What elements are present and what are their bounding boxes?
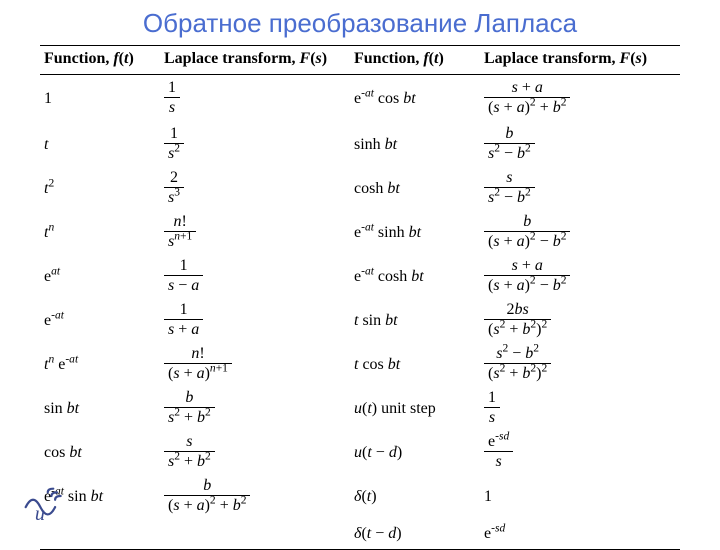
institution-logo-icon: u bbox=[22, 485, 68, 522]
page-title: Обратное преобразование Лапласа bbox=[40, 8, 680, 39]
table-row: e-at 1s + a t sin bt 2bs(s2 + b2)2 bbox=[40, 299, 680, 343]
table-row: e-at sin bt b(s + a)2 + b2 δ(t) 1 bbox=[40, 475, 680, 519]
th-F1: Laplace transform, F(s) bbox=[160, 46, 350, 75]
bottom-rule bbox=[40, 549, 680, 550]
table-row: eat 1s − a e-at cosh bt s + a(s + a)2 − … bbox=[40, 255, 680, 299]
table-row: cos bt ss2 + b2 u(t − d) e-sds bbox=[40, 431, 680, 475]
svg-text:u: u bbox=[35, 503, 45, 522]
table-row: tn n!sn+1 e-at sinh bt b(s + a)2 − b2 bbox=[40, 211, 680, 255]
table-row: δ(t − d) e-sd bbox=[40, 519, 680, 549]
table-row: sin bt bs2 + b2 u(t) unit step 1s bbox=[40, 387, 680, 431]
table-row: t 1s2 sinh bt bs2 − b2 bbox=[40, 123, 680, 167]
th-F2: Laplace transform, F(s) bbox=[480, 46, 680, 75]
th-f2: Function, f(t) bbox=[350, 46, 480, 75]
laplace-table: Function, f(t) Laplace transform, F(s) F… bbox=[40, 46, 680, 549]
table-row: 1 1s e-at cos bt s + a(s + a)2 + b2 bbox=[40, 75, 680, 123]
table-row: t2 2s3 cosh bt ss2 − b2 bbox=[40, 167, 680, 211]
table-row: tn e-at n!(s + a)n+1 t cos bt s2 − b2(s2… bbox=[40, 343, 680, 387]
th-f1: Function, f(t) bbox=[40, 46, 160, 75]
